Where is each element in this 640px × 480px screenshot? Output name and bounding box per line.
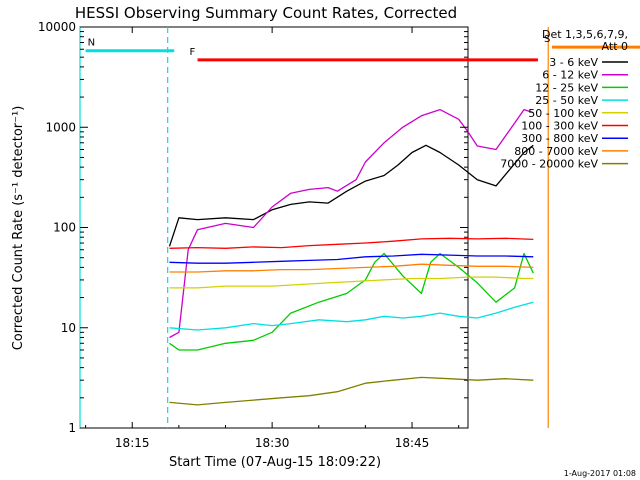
legend-label-8: 7000 - 20000 keV <box>500 158 598 171</box>
x-tick-label-0: 18:15 <box>115 436 150 450</box>
y-tick-label-4: 10000 <box>38 20 76 34</box>
legend-label-0: 3 - 6 keV <box>549 56 598 69</box>
plot-area: N F S 18:15 18:30 18:45 1 10 100 1000 10000 <box>38 20 640 450</box>
legend-label-5: 100 - 300 keV <box>521 120 598 133</box>
y-tick-label-3: 1000 <box>45 120 76 134</box>
series-line-8 <box>169 376 534 406</box>
legend-header-attenuator: Att 0 <box>602 40 628 53</box>
series-line-1 <box>169 108 534 339</box>
plot-frame <box>79 26 469 429</box>
series-line-4 <box>169 276 534 289</box>
x-tick-label-2: 18:45 <box>395 436 430 450</box>
flag-label-N: N <box>88 38 95 49</box>
legend-header-detectors: Det 1,3,5,6,7,9, <box>542 28 628 41</box>
y-tick-label-0: 1 <box>68 421 76 435</box>
y-tick-label-2: 100 <box>53 221 76 235</box>
x-axis-label: Start Time (07-Aug-15 18:09:22) <box>169 455 381 470</box>
series-line-6 <box>169 253 534 264</box>
flag-bars: N F S <box>85 34 640 62</box>
series-line-7 <box>169 263 534 273</box>
series-line-5 <box>169 237 534 249</box>
x-tick-label-1: 18:30 <box>255 436 290 450</box>
series-line-3 <box>169 301 534 331</box>
footer-timestamp: 1-Aug-2017 01:08 <box>564 469 636 478</box>
legend-label-4: 50 - 100 keV <box>528 107 598 120</box>
flag-label-S: S <box>544 34 550 45</box>
legend-label-1: 6 - 12 keV <box>542 69 598 82</box>
y-axis-label: Corrected Count Rate (s⁻¹ detector⁻¹) <box>11 106 26 351</box>
series-lines <box>168 108 534 406</box>
legend-label-7: 800 - 7000 keV <box>514 145 598 158</box>
y-axis: 1 10 100 1000 10000 <box>38 20 468 435</box>
legend-label-2: 12 - 25 keV <box>535 81 598 94</box>
legend-label-3: 25 - 50 keV <box>535 94 598 107</box>
legend-label-6: 300 - 800 keV <box>521 132 598 145</box>
flag-label-F: F <box>190 47 196 58</box>
y-tick-label-1: 10 <box>61 321 76 335</box>
x-axis: 18:15 18:30 18:45 <box>85 27 460 450</box>
chart-title: HESSI Observing Summary Count Rates, Cor… <box>75 4 457 22</box>
series-line-0 <box>168 144 534 247</box>
series-line-2 <box>169 252 534 351</box>
